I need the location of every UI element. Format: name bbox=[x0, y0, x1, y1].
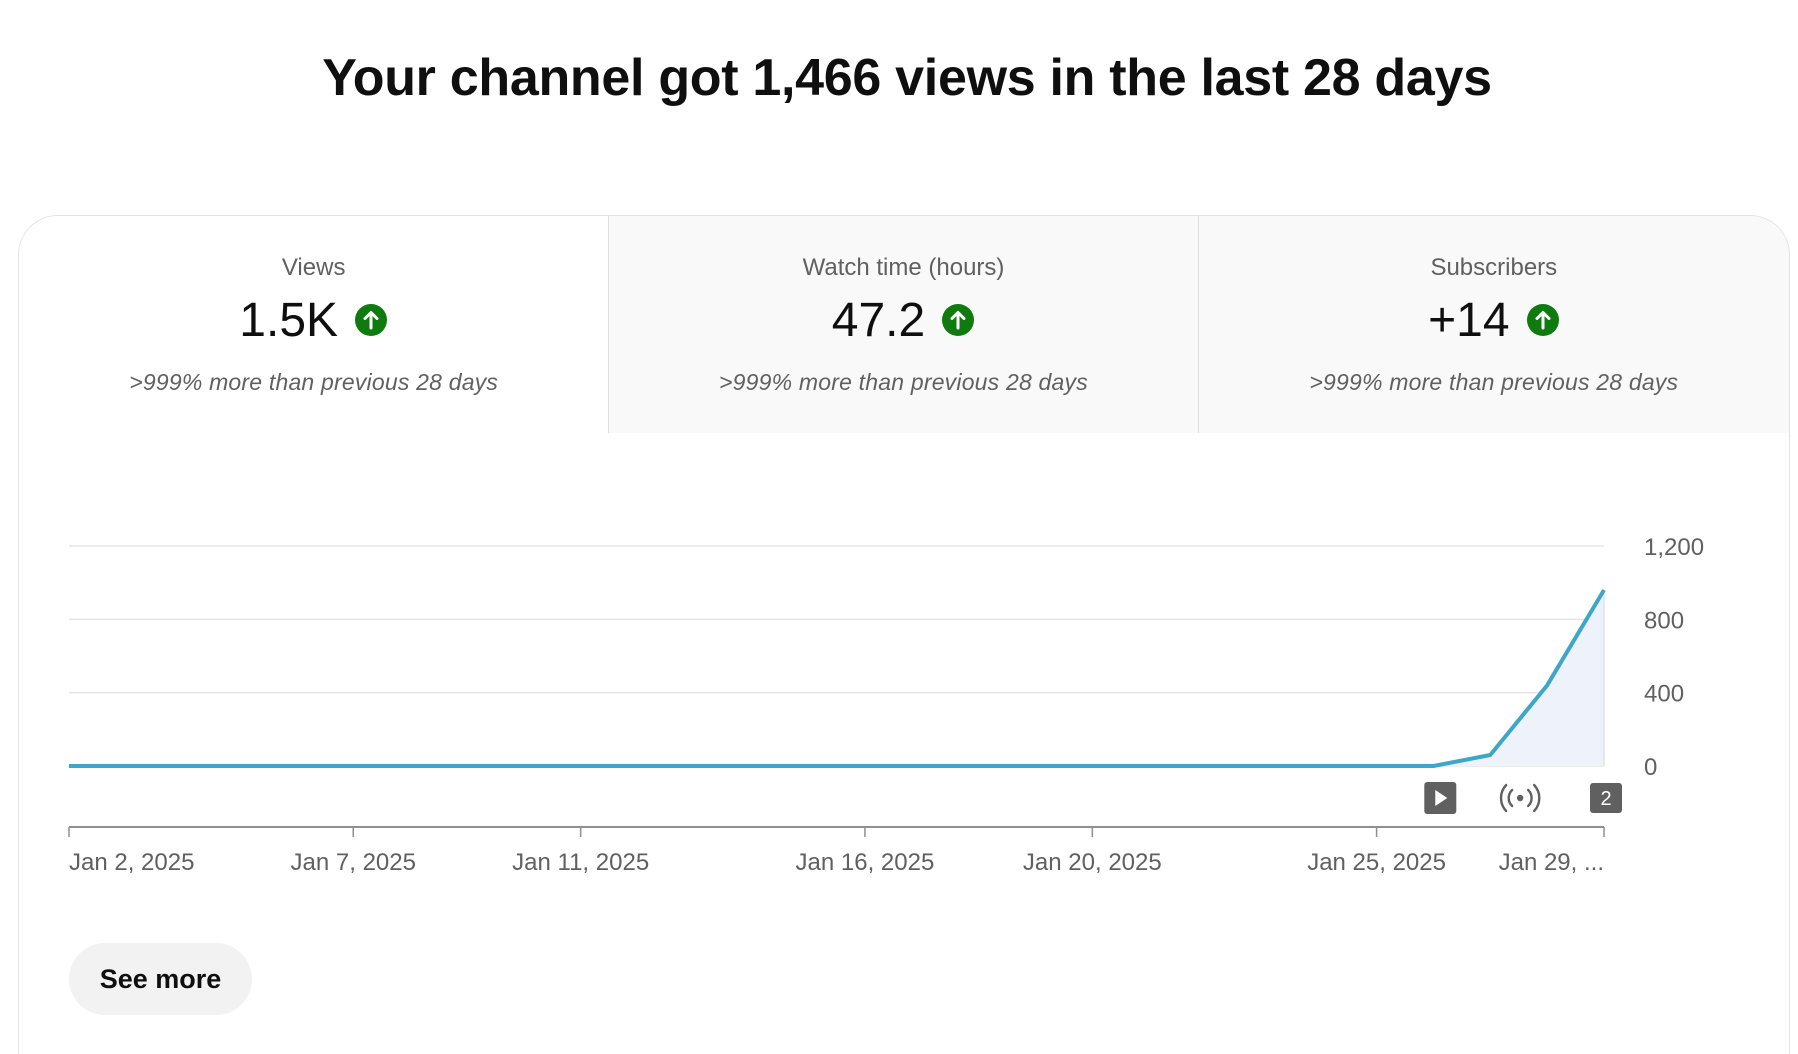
data-point[interactable] bbox=[1257, 760, 1269, 772]
arrow-up-circle-icon bbox=[1526, 304, 1559, 336]
data-point[interactable] bbox=[1541, 679, 1553, 691]
data-point[interactable] bbox=[234, 760, 246, 772]
x-tick-label: Jan 16, 2025 bbox=[796, 849, 935, 876]
data-point[interactable] bbox=[1200, 760, 1212, 772]
tab-comparison-text: >999% more than previous 28 days bbox=[129, 369, 499, 395]
video-upload-icon[interactable] bbox=[1424, 782, 1457, 814]
arrow-up-circle-icon bbox=[942, 304, 975, 336]
data-point[interactable] bbox=[745, 760, 757, 772]
x-tick-label: Jan 20, 2025 bbox=[1023, 849, 1162, 876]
y-tick-label: 0 bbox=[1644, 754, 1657, 781]
tab-value-row: +14 bbox=[1199, 292, 1789, 348]
x-tick-label: Jan 11, 2025 bbox=[512, 849, 649, 876]
tab-watch-time[interactable]: Watch time (hours) 47.2 >999% more than … bbox=[608, 216, 1198, 433]
data-point[interactable] bbox=[177, 760, 189, 772]
data-point[interactable] bbox=[802, 760, 814, 772]
tab-title: Views bbox=[281, 254, 346, 281]
page-title: Your channel got 1,466 views in the last… bbox=[322, 49, 1492, 107]
tab-value: 47.2 bbox=[831, 293, 926, 347]
data-point[interactable] bbox=[120, 760, 132, 772]
data-point[interactable] bbox=[1484, 749, 1496, 761]
data-point[interactable] bbox=[1371, 760, 1383, 772]
data-point[interactable] bbox=[347, 760, 359, 772]
y-tick-label: 400 bbox=[1644, 681, 1684, 708]
tab-subscribers[interactable]: Subscribers +14 >999% more than previous… bbox=[1197, 216, 1789, 433]
data-point[interactable] bbox=[1314, 760, 1326, 772]
data-point[interactable] bbox=[518, 760, 530, 772]
data-point[interactable] bbox=[688, 760, 700, 772]
arrow-up-circle-icon bbox=[355, 304, 388, 336]
x-tick-label: Jan 25, 2025 bbox=[1307, 849, 1446, 876]
tab-title: Subscribers bbox=[1430, 254, 1558, 281]
data-point[interactable] bbox=[63, 760, 75, 772]
tab-value-row: 47.2 bbox=[609, 292, 1197, 348]
tab-title: Watch time (hours) bbox=[802, 254, 1005, 281]
x-tick-label: Jan 29, ... bbox=[1499, 849, 1604, 876]
data-point[interactable] bbox=[1143, 760, 1155, 772]
tab-comparison-text: >999% more than previous 28 days bbox=[1309, 369, 1679, 395]
data-point[interactable] bbox=[973, 760, 985, 772]
metric-tabs: Views 1.5K >999% more than previous 28 d… bbox=[19, 216, 1789, 433]
views-line-chart: 0 400 800 1,200 Jan 2, 2025 Jan 7, 2025 Jan 11… bbox=[63, 534, 1704, 876]
y-tick-label: 800 bbox=[1644, 607, 1684, 634]
data-point[interactable] bbox=[1598, 584, 1610, 596]
views-series-line bbox=[69, 588, 1606, 768]
y-tick-label: 1,200 bbox=[1644, 534, 1704, 561]
data-point[interactable] bbox=[404, 760, 416, 772]
tab-value-row: 1.5K bbox=[19, 292, 608, 348]
data-point[interactable] bbox=[290, 760, 302, 772]
multiple-uploads-badge[interactable]: 2 bbox=[1590, 783, 1622, 813]
x-tick-label: Jan 7, 2025 bbox=[291, 849, 416, 876]
data-point[interactable] bbox=[461, 760, 473, 772]
tab-views[interactable]: Views 1.5K >999% more than previous 28 d… bbox=[19, 216, 609, 433]
tab-value: 1.5K bbox=[239, 293, 339, 347]
live-stream-icon[interactable] bbox=[1499, 783, 1541, 813]
x-tick-label: Jan 2, 2025 bbox=[69, 849, 194, 876]
badge-count: 2 bbox=[1600, 788, 1611, 810]
data-point[interactable] bbox=[1086, 760, 1098, 772]
tab-value: +14 bbox=[1428, 293, 1510, 347]
data-point[interactable] bbox=[575, 760, 587, 772]
data-point[interactable] bbox=[916, 760, 928, 772]
data-point[interactable] bbox=[632, 760, 644, 772]
tab-comparison-text: >999% more than previous 28 days bbox=[719, 369, 1088, 395]
data-point[interactable] bbox=[1029, 760, 1041, 772]
overview-card: Views 1.5K >999% more than previous 28 d… bbox=[18, 215, 1790, 1054]
area-fill bbox=[69, 590, 1604, 766]
data-point[interactable] bbox=[1427, 760, 1439, 772]
data-point[interactable] bbox=[859, 760, 871, 772]
see-more-button[interactable]: See more bbox=[69, 943, 252, 1015]
